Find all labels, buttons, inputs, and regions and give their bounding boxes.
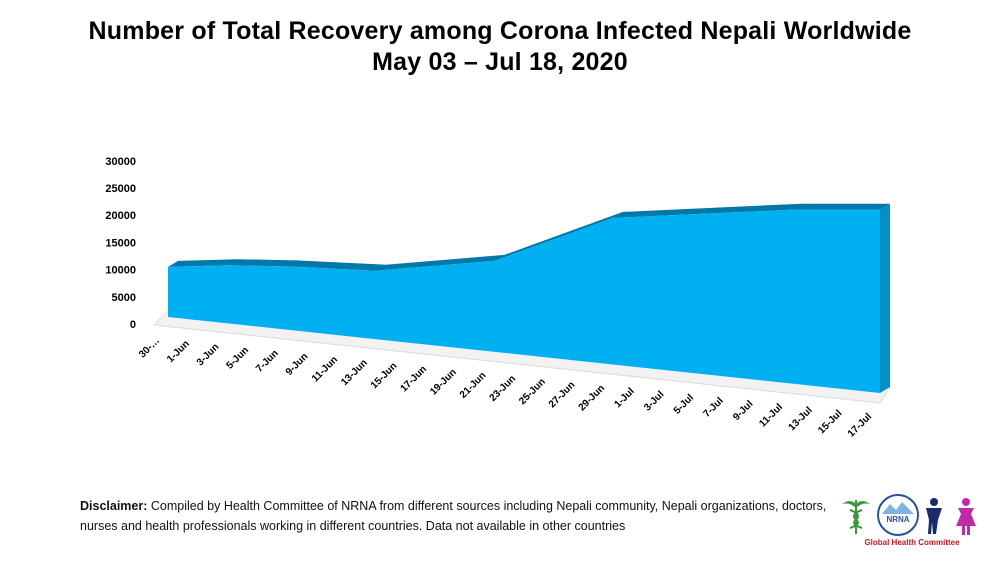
y-axis: 0 5000 10000 15000 20000 25000 30000 — [105, 156, 136, 331]
x-tick-label: 25-Jun — [517, 377, 548, 408]
x-tick-label: 30-… — [137, 335, 162, 360]
x-tick-label: 15-Jul — [816, 408, 844, 436]
x-tick-label: 1-Jul — [613, 386, 637, 410]
x-tick-label: 7-Jul — [702, 395, 726, 419]
caduceus-logo-icon — [842, 500, 870, 534]
x-tick-label: 13-Jul — [787, 405, 815, 433]
area-front-face — [168, 209, 880, 393]
x-tick-label: 9-Jun — [284, 351, 311, 378]
area-top-surface — [168, 203, 890, 271]
x-tick-label: 5-Jul — [672, 392, 696, 416]
area-series — [168, 203, 890, 393]
disclaimer-text: Compiled by Health Committee of NRNA fro… — [80, 499, 827, 533]
y-tick-label: 25000 — [105, 183, 136, 195]
logo-group: NRNA Global Health Committee — [838, 492, 988, 552]
area-chart: 0 5000 10000 15000 20000 25000 30000 30-… 1-Jun… — [105, 156, 891, 440]
x-tick-label: 11-Jun — [310, 354, 340, 384]
disclaimer: Disclaimer: Compiled by Health Committee… — [80, 496, 840, 536]
x-tick-label: 3-Jun — [195, 342, 222, 369]
y-tick-label: 15000 — [105, 237, 136, 249]
x-tick-label: 27-Jun — [547, 380, 578, 411]
x-tick-label: 3-Jul — [642, 389, 666, 413]
x-tick-label: 29-Jun — [577, 383, 608, 414]
x-tick-label: 15-Jun — [369, 361, 400, 392]
x-tick-label: 21-Jun — [458, 370, 489, 401]
x-tick-label: 13-Jun — [339, 358, 370, 389]
x-tick-label: 19-Jun — [428, 367, 459, 398]
nrna-logo-icon: NRNA — [877, 494, 919, 536]
y-tick-label: 10000 — [105, 265, 136, 277]
x-tick-label: 23-Jun — [488, 373, 519, 404]
x-tick-label: 5-Jun — [224, 345, 251, 372]
x-tick-label: 17-Jul — [846, 411, 874, 439]
y-tick-label: 20000 — [105, 210, 136, 222]
nrna-logo-text: NRNA — [886, 515, 909, 524]
y-tick-label: 0 — [130, 319, 136, 331]
y-tick-label: 5000 — [112, 292, 136, 304]
chart-title: Number of Total Recovery among Corona In… — [0, 16, 1000, 78]
x-tick-label: 7-Jun — [254, 348, 281, 375]
logo-caption: Global Health Committee — [864, 538, 960, 547]
x-tick-label: 17-Jun — [399, 364, 430, 395]
chart-title-line1: Number of Total Recovery among Corona In… — [88, 17, 912, 45]
x-tick-label: 1-Jun — [165, 339, 192, 366]
disclaimer-label: Disclaimer: — [80, 499, 148, 513]
male-figure-icon — [926, 498, 942, 534]
x-tick-label: 11-Jul — [757, 402, 785, 430]
female-figure-icon — [956, 498, 976, 535]
area-side-face — [880, 203, 890, 393]
chart-title-line2: May 03 – Jul 18, 2020 — [372, 48, 628, 76]
y-tick-label: 30000 — [105, 156, 136, 168]
x-tick-label: 9-Jul — [731, 399, 755, 423]
